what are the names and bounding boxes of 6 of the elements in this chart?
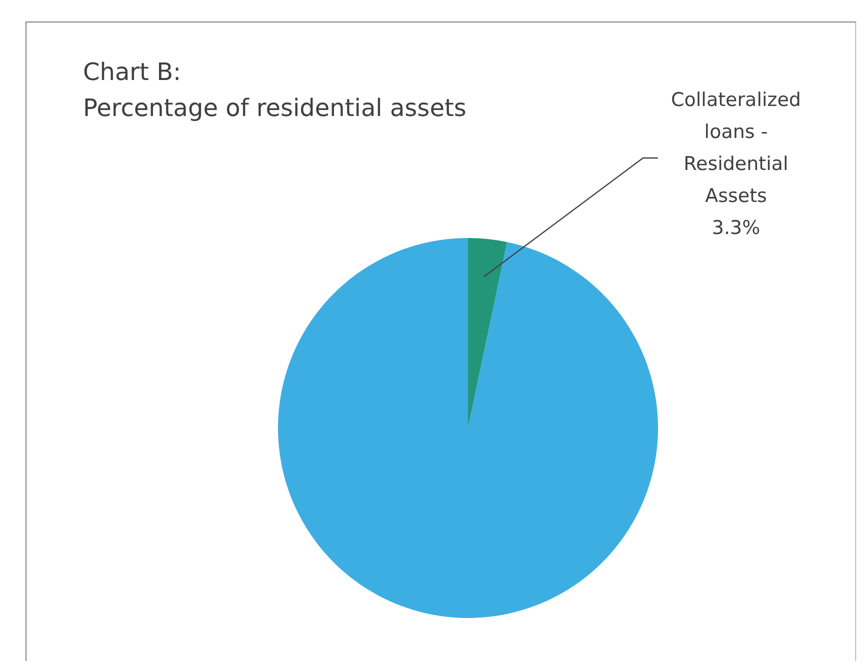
chart-title: Chart B:: [83, 58, 182, 86]
data-label: 3.3%: [712, 217, 760, 239]
pie-slice: [468, 238, 508, 428]
pie-slice: [278, 238, 658, 618]
chart-subtitle: Percentage of residential assets: [83, 94, 466, 122]
slice-label: Collateralized loans - Residential Assets: [671, 89, 801, 207]
